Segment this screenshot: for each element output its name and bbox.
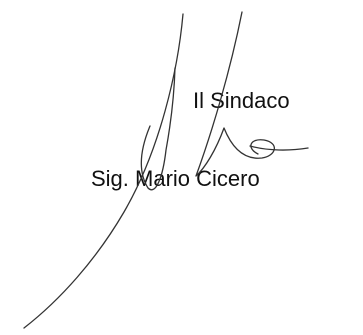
signer-name: Sig. Mario Cicero [91,166,260,191]
signer-role: Il Sindaco [193,88,290,113]
